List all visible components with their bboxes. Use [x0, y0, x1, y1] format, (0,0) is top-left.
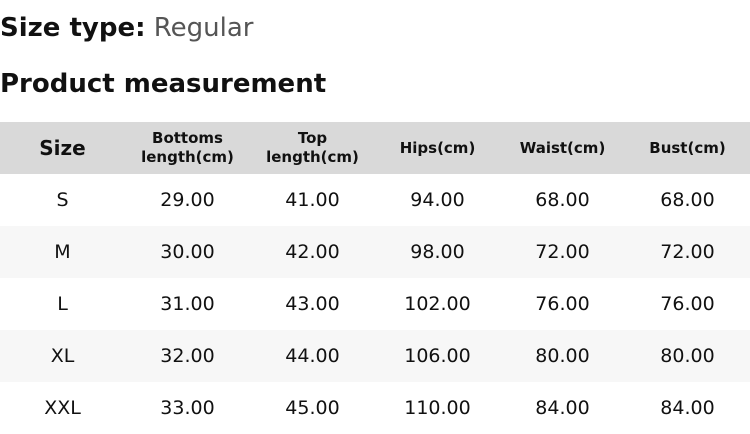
- table-row: L 31.00 43.00 102.00 76.00 76.00: [0, 278, 750, 330]
- table-cell: 76.00: [535, 293, 590, 315]
- table-cell: 42.00: [250, 226, 375, 278]
- table-row: XXL 33.00 45.00 110.00 84.00 84.00: [0, 382, 750, 434]
- table-row: XL 32.00 44.00 106.00 80.00 80.00: [0, 330, 750, 382]
- table-cell: 31.00: [160, 293, 215, 315]
- size-type-label: Size type:: [0, 13, 146, 43]
- table-cell: XXL: [44, 397, 81, 419]
- table-cell: 43.00: [285, 293, 340, 315]
- table-row: M 30.00 42.00 98.00 72.00 72.00: [0, 226, 750, 278]
- table-row: S 29.00 41.00 94.00 68.00 68.00: [0, 174, 750, 226]
- table-cell: 80.00: [500, 330, 625, 382]
- table-cell: 32.00: [125, 330, 250, 382]
- table-cell: 44.00: [250, 330, 375, 382]
- table-cell: L: [57, 293, 68, 315]
- table-cell: 110.00: [404, 397, 471, 419]
- table-cell: 68.00: [660, 189, 715, 211]
- column-header: Top length(cm): [250, 122, 375, 174]
- table-cell: 29.00: [160, 189, 215, 211]
- size-type: Size type: Regular: [0, 12, 253, 44]
- table-cell: 84.00: [660, 397, 715, 419]
- table-cell: 33.00: [160, 397, 215, 419]
- table-cell: 106.00: [375, 330, 500, 382]
- table-cell: 98.00: [375, 226, 500, 278]
- column-header: Hips(cm): [375, 122, 500, 174]
- table-cell: M: [0, 226, 125, 278]
- table-cell: 41.00: [285, 189, 340, 211]
- column-header: Bust(cm): [625, 122, 750, 174]
- size-type-value: Regular: [153, 13, 254, 43]
- table-cell: 68.00: [535, 189, 590, 211]
- table-cell: 102.00: [404, 293, 471, 315]
- table-cell: XL: [0, 330, 125, 382]
- table-cell: 94.00: [410, 189, 465, 211]
- table-cell: 80.00: [625, 330, 750, 382]
- table-cell: S: [56, 189, 69, 211]
- column-header: Size: [0, 122, 125, 174]
- table-cell: 72.00: [500, 226, 625, 278]
- column-header: Bottoms length(cm): [125, 122, 250, 174]
- column-header: Waist(cm): [500, 122, 625, 174]
- table-cell: 84.00: [535, 397, 590, 419]
- table-cell: 30.00: [125, 226, 250, 278]
- table-cell: 76.00: [660, 293, 715, 315]
- measurement-table: Size Bottoms length(cm) Top length(cm) Hips…: [0, 122, 750, 434]
- table-cell: 72.00: [625, 226, 750, 278]
- section-title: Product measurement: [0, 69, 327, 99]
- table-cell: 45.00: [285, 397, 340, 419]
